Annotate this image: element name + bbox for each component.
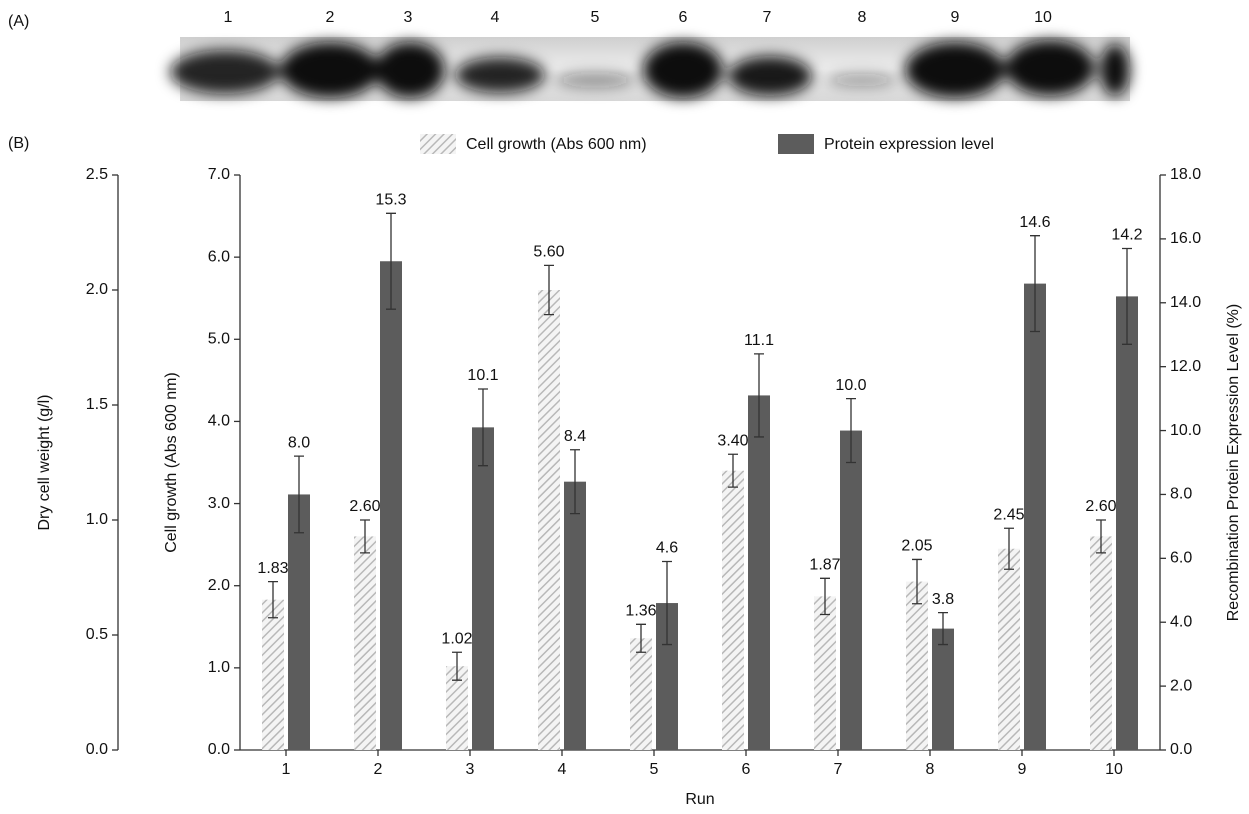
bar (472, 427, 494, 750)
bar (814, 596, 836, 750)
value-label: 14.6 (1019, 214, 1050, 231)
value-label: 2.05 (901, 538, 932, 555)
lane-label: 4 (491, 9, 500, 26)
bar (906, 582, 928, 750)
tick-label: 6.0 (1170, 550, 1192, 567)
tick-label: 8.0 (1170, 486, 1192, 503)
tick-label: 6.0 (208, 248, 230, 265)
tick-label: 5.0 (208, 331, 230, 348)
bar (564, 482, 586, 750)
value-label: 11.1 (744, 332, 774, 349)
tick-label: 10.0 (1170, 422, 1201, 439)
tick-label: 0.0 (208, 741, 230, 758)
value-label: 2.60 (349, 498, 380, 515)
x-tick-label: 10 (1105, 761, 1123, 778)
bar (262, 600, 284, 750)
lane-label: 7 (763, 9, 772, 26)
tick-label: 2.5 (86, 166, 108, 183)
tick-label: 1.5 (86, 396, 108, 413)
lane-label: 6 (679, 9, 688, 26)
value-label: 8.0 (288, 434, 310, 451)
value-label: 3.40 (717, 433, 748, 450)
tick-label: 4.0 (208, 413, 230, 430)
tick-label: 0.0 (86, 741, 108, 758)
value-label: 3.8 (932, 591, 954, 608)
value-label: 1.83 (257, 560, 288, 577)
x-tick-label: 8 (926, 761, 935, 778)
bar (1116, 296, 1138, 750)
value-label: 1.02 (441, 630, 472, 647)
bar (630, 638, 652, 750)
lane-label: 5 (591, 9, 600, 26)
value-label: 5.60 (533, 244, 564, 261)
y3-axis-title: Dry cell weight (g/l) (36, 394, 53, 530)
tick-label: 7.0 (208, 166, 230, 183)
lane-label: 2 (326, 9, 335, 26)
tick-label: 18.0 (1170, 166, 1201, 183)
legend-label: Protein expression level (824, 136, 994, 153)
legend-label: Cell growth (Abs 600 nm) (466, 136, 647, 153)
bar (722, 471, 744, 750)
value-label: 1.36 (625, 603, 656, 620)
tick-label: 1.0 (86, 511, 108, 528)
bar (380, 261, 402, 750)
bar (538, 290, 560, 750)
bar (354, 536, 376, 750)
value-label: 2.45 (993, 506, 1024, 523)
lane-label: 10 (1034, 9, 1052, 26)
figure: (A) (B) 1 2 3 4 5 6 7 8 9 10 0.0 0.5 1.0 1.5 2.0 2.5 0.0… (0, 0, 1249, 814)
x-tick-label: 6 (742, 761, 751, 778)
x-tick-label: 2 (374, 761, 383, 778)
gel-image (170, 37, 1130, 101)
bar (840, 431, 862, 750)
value-label: 14.2 (1111, 227, 1142, 244)
legend-swatch (778, 134, 814, 154)
tick-label: 16.0 (1170, 230, 1201, 247)
tick-label: 2.0 (1170, 677, 1192, 694)
tick-label: 4.0 (1170, 613, 1192, 630)
tick-label: 0.5 (86, 626, 108, 643)
panel-label: (A) (8, 13, 29, 30)
panel-label: (B) (8, 135, 29, 152)
x-tick-label: 3 (466, 761, 475, 778)
tick-label: 0.0 (1170, 741, 1192, 758)
bar (932, 629, 954, 750)
value-label: 8.4 (564, 428, 586, 445)
lane-label: 3 (404, 9, 413, 26)
x-axis-title: Run (685, 791, 714, 808)
tick-label: 1.0 (208, 659, 230, 676)
value-label: 10.0 (835, 377, 866, 394)
tick-label: 14.0 (1170, 294, 1201, 311)
lane-label: 1 (224, 9, 233, 26)
value-label: 2.60 (1085, 498, 1116, 515)
y2-axis-title: Recombination Protein Expression Level (… (1225, 304, 1242, 621)
lane-label: 8 (858, 9, 867, 26)
value-label: 1.87 (809, 557, 840, 574)
x-tick-label: 1 (282, 761, 291, 778)
value-label: 15.3 (375, 192, 406, 209)
bar (748, 395, 770, 750)
x-tick-label: 7 (834, 761, 843, 778)
tick-label: 2.0 (86, 281, 108, 298)
bar (1024, 284, 1046, 750)
bar (998, 549, 1020, 750)
legend-swatch (420, 134, 456, 154)
tick-label: 2.0 (208, 577, 230, 594)
lane-label: 9 (951, 9, 960, 26)
tick-label: 12.0 (1170, 358, 1201, 375)
tick-label: 3.0 (208, 495, 230, 512)
y-axis-title: Cell growth (Abs 600 nm) (163, 372, 180, 553)
x-tick-label: 5 (650, 761, 659, 778)
value-label: 4.6 (656, 540, 678, 557)
bar (1090, 536, 1112, 750)
value-label: 10.1 (467, 367, 498, 384)
x-tick-label: 9 (1018, 761, 1027, 778)
x-tick-label: 4 (558, 761, 567, 778)
